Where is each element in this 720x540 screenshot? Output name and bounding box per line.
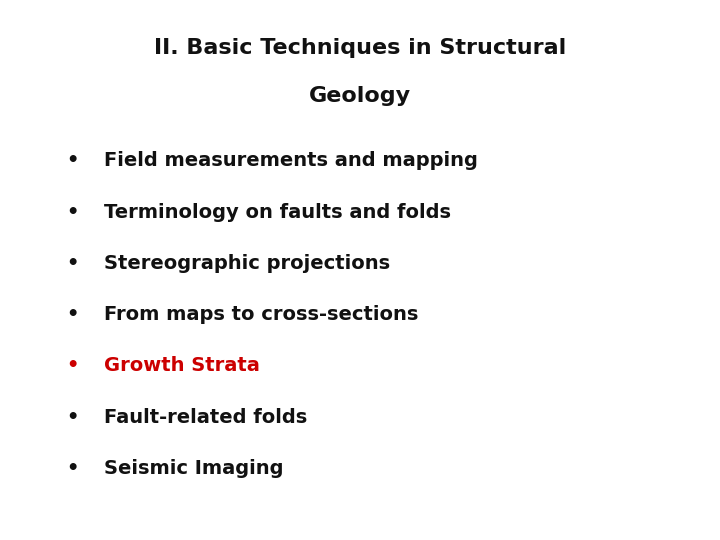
- Text: •: •: [66, 254, 78, 273]
- Text: •: •: [66, 305, 78, 324]
- Text: II. Basic Techniques in Structural: II. Basic Techniques in Structural: [154, 38, 566, 58]
- Text: •: •: [66, 408, 78, 427]
- Text: Field measurements and mapping: Field measurements and mapping: [104, 151, 478, 170]
- Text: •: •: [66, 356, 78, 375]
- Text: Seismic Imaging: Seismic Imaging: [104, 459, 284, 478]
- Text: Terminology on faults and folds: Terminology on faults and folds: [104, 202, 451, 221]
- Text: Stereographic projections: Stereographic projections: [104, 254, 390, 273]
- Text: •: •: [66, 459, 78, 478]
- Text: From maps to cross-sections: From maps to cross-sections: [104, 305, 419, 324]
- Text: •: •: [66, 202, 78, 221]
- Text: •: •: [66, 151, 78, 170]
- Text: Growth Strata: Growth Strata: [104, 356, 260, 375]
- Text: Geology: Geology: [309, 86, 411, 106]
- Text: Fault-related folds: Fault-related folds: [104, 408, 307, 427]
